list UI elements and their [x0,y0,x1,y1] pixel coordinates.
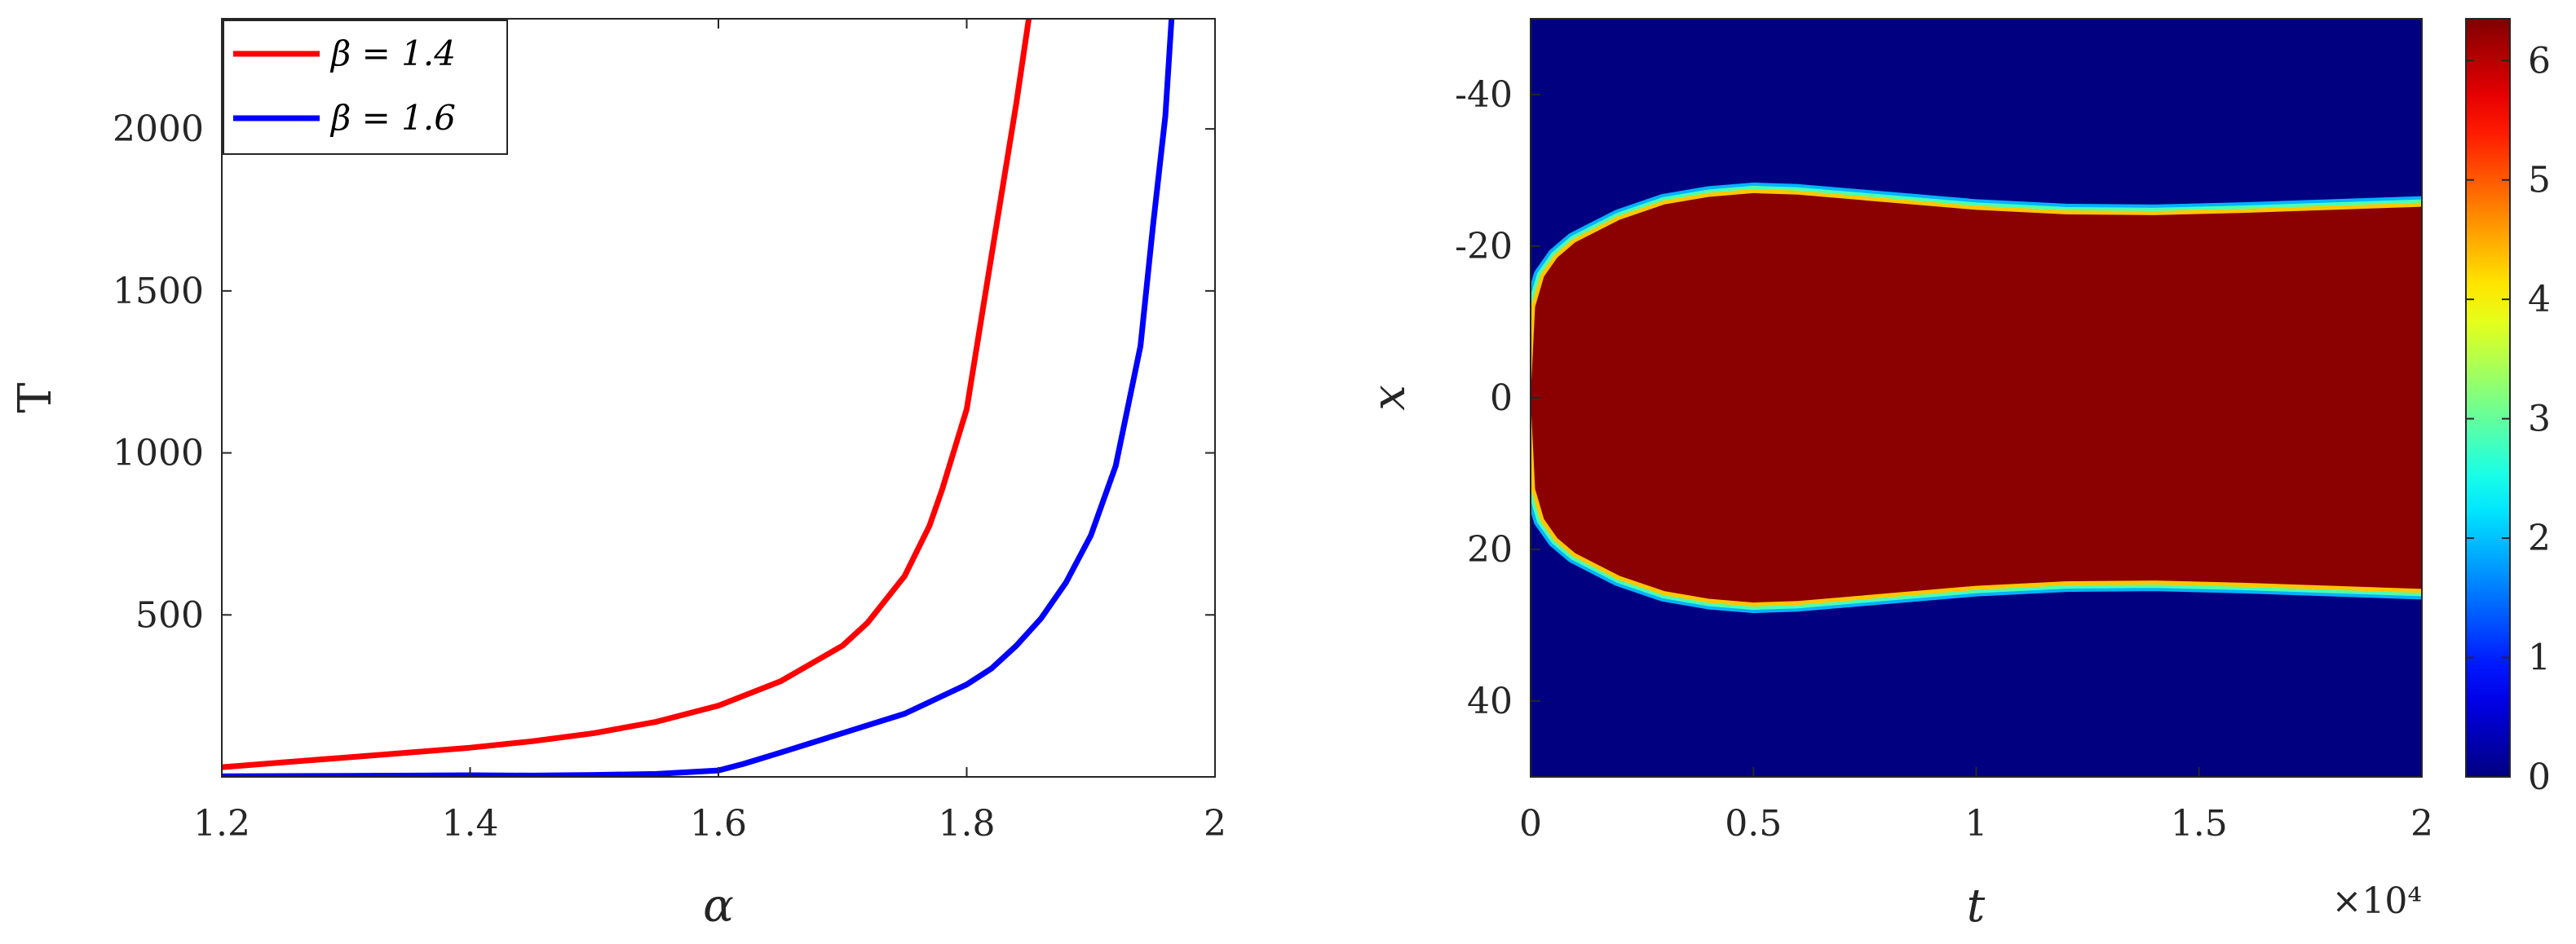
colorbar-tick-label: 4 [2528,279,2551,320]
legend-box [223,20,508,155]
left-y-tick-label: 2000 [113,108,204,150]
left-y-tick-label: 500 [135,594,204,636]
right-y-tick-label: 0 [1490,377,1513,419]
left-x-tick-label: 1.6 [690,803,747,845]
left-y-axis-label: T [9,382,62,412]
colorbar-ticks: 0 1 2 3 4 5 6 [2466,40,2551,798]
left-series-lines [222,19,1175,777]
legend-label-beta-1-4: β = 1.4 [329,33,456,73]
right-y-axis-label: x [1363,385,1416,411]
right-x-tick-label: 1.5 [2171,803,2228,845]
heatmap-canvas [1531,19,2422,777]
right-x-exponent-label: ×10⁴ [2332,880,2423,922]
right-y-tick-label: 40 [1467,681,1513,722]
right-y-tick-label: -40 [1455,74,1513,116]
colorbar-frame [2465,18,2511,778]
series-line-1 [222,19,1175,777]
left-legend: β = 1.4 β = 1.6 [223,20,508,155]
right-y-tick-label: 20 [1467,529,1513,571]
right-x-tick-label: 1 [1965,803,1988,845]
left-x-tick-label: 1.4 [442,803,499,845]
colorbar-tick-label: 2 [2528,518,2551,559]
right-heatmap-chart: 0 0.5 1 1.5 2 -40 -20 0 20 40 t ×10⁴ x 0 1 2 3 4 5 6 [1363,18,2551,933]
right-x-tick-label: 2 [2410,803,2433,845]
legend-label-beta-1-6: β = 1.6 [329,98,456,138]
colorbar-tick-label: 3 [2528,399,2551,440]
colorbar-tick-label: 6 [2528,40,2551,82]
right-y-tick-label: -20 [1455,226,1513,267]
right-x-axis-label: t [1967,880,1986,933]
left-y-tick-label: 1500 [113,271,204,312]
right-x-tick-label: 0.5 [1725,803,1782,845]
colorbar-tick-label: 1 [2528,637,2551,679]
left-ticks: 1.2 1.4 1.6 1.8 2 500 1000 1500 2000 [113,19,1226,845]
right-x-tick-label: 0 [1519,803,1542,845]
colorbar: 0 1 2 3 4 5 6 [2465,18,2551,798]
right-ticks: 0 0.5 1 1.5 2 -40 -20 0 20 40 [1455,74,2433,845]
left-x-tick-label: 1.8 [939,803,996,845]
left-x-tick-label: 2 [1204,803,1226,845]
left-y-tick-label: 1000 [113,433,204,474]
colorbar-gradient [2466,19,2510,777]
left-x-axis-label: α [703,880,734,933]
colorbar-tick-label: 5 [2528,160,2551,201]
series-line-0 [222,19,1032,770]
colorbar-tick-label: 0 [2528,757,2551,798]
heatmap-high-region [1531,192,2422,603]
left-line-chart: 1.2 1.4 1.6 1.8 2 500 1000 1500 2000 α T β = 1.4… [9,18,1226,933]
left-x-tick-label: 1.2 [193,803,250,845]
